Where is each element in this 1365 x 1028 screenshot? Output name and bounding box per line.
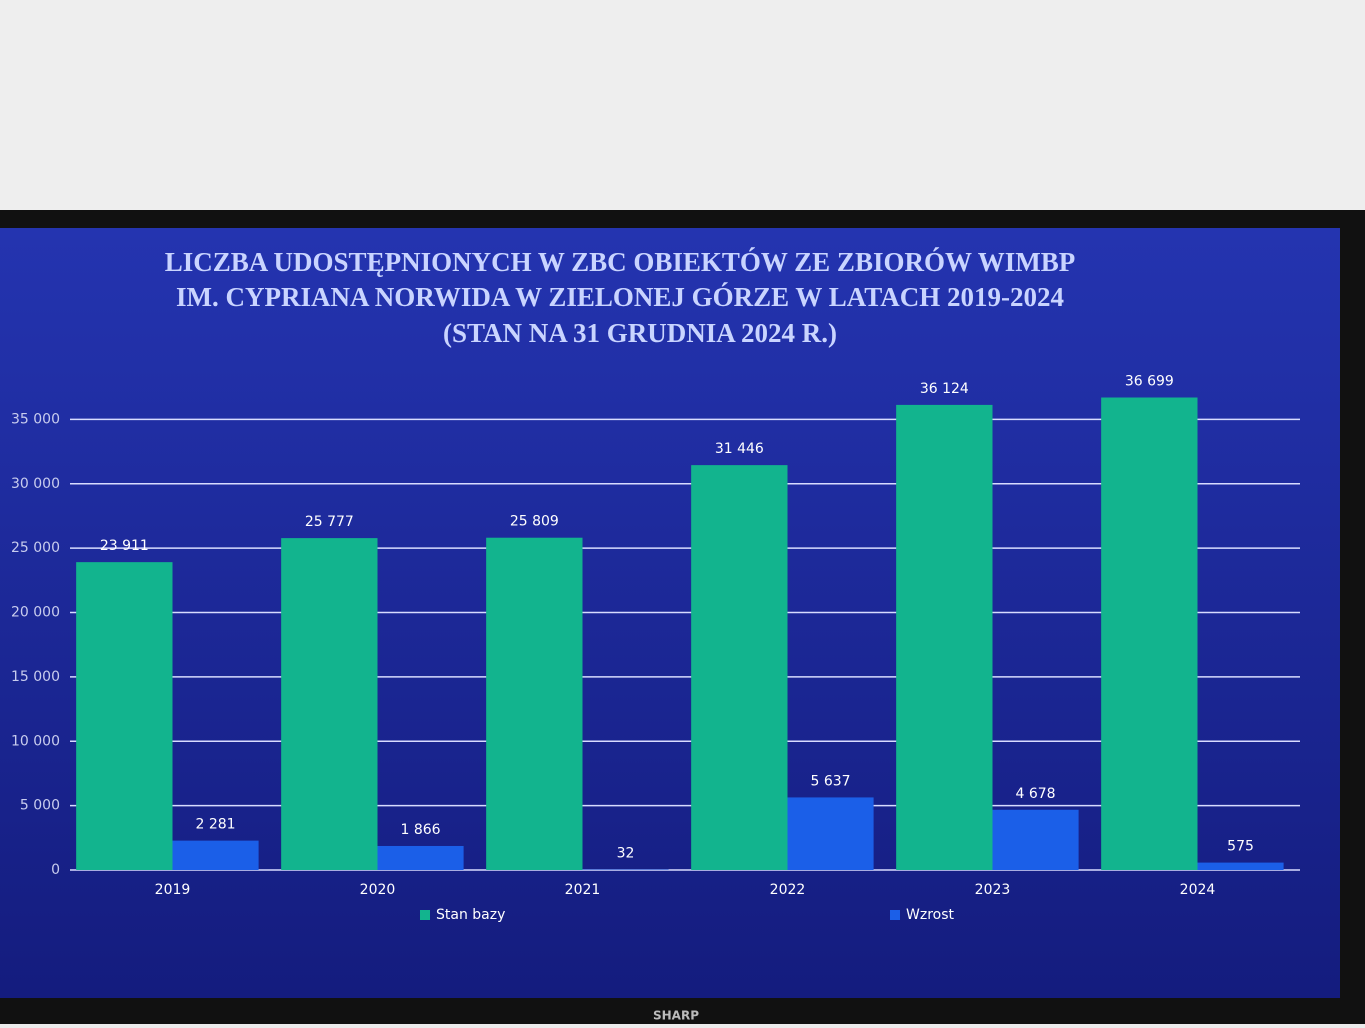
value-label: 25 809 (510, 514, 559, 530)
value-label: 575 (1227, 839, 1254, 855)
x-tick-label: 2019 (155, 882, 191, 898)
bar (993, 810, 1079, 870)
value-label: 1 866 (401, 822, 441, 838)
legend-swatch (420, 910, 430, 920)
wall (0, 0, 1365, 225)
bar (281, 538, 377, 870)
bar (173, 841, 259, 870)
x-tick-label: 2022 (770, 882, 806, 898)
bar (76, 562, 172, 870)
x-tick-label: 2020 (360, 882, 396, 898)
y-tick-label: 30 000 (11, 476, 60, 492)
chart-title: IM. CYPRIANA NORWIDA W ZIELONEJ GÓRZE W … (176, 282, 1064, 312)
bar (1198, 863, 1284, 870)
y-tick-label: 5 000 (20, 798, 60, 814)
chart-title: (STAN NA 31 GRUDNIA 2024 R.) (443, 318, 837, 348)
value-label: 36 124 (920, 381, 969, 397)
bar (896, 405, 992, 870)
value-label: 23 911 (100, 538, 149, 554)
legend-label: Wzrost (906, 907, 954, 923)
chart-title: LICZBA UDOSTĘPNIONYCH W ZBC OBIEKTÓW ZE … (165, 247, 1075, 277)
bar (788, 797, 874, 870)
brand-logo: SHARP (653, 1009, 699, 1023)
x-tick-label: 2024 (1180, 882, 1216, 898)
legend-swatch (890, 910, 900, 920)
value-label: 32 (617, 846, 635, 862)
x-tick-label: 2023 (975, 882, 1011, 898)
y-tick-label: 20 000 (11, 605, 60, 621)
x-tick-label: 2021 (565, 882, 601, 898)
bar (691, 465, 787, 870)
value-label: 2 281 (196, 817, 236, 833)
value-label: 36 699 (1125, 374, 1174, 390)
bar (378, 846, 464, 870)
y-tick-label: 25 000 (11, 540, 60, 556)
legend-label: Stan bazy (436, 907, 505, 923)
y-tick-label: 0 (51, 862, 60, 878)
value-label: 4 678 (1016, 786, 1056, 802)
value-label: 31 446 (715, 441, 764, 457)
value-label: 25 777 (305, 514, 354, 530)
y-tick-label: 15 000 (11, 669, 60, 685)
bar (1101, 398, 1197, 870)
value-label: 5 637 (811, 773, 851, 789)
bar (486, 538, 582, 870)
y-tick-label: 10 000 (11, 733, 60, 749)
y-tick-label: 35 000 (11, 411, 60, 427)
